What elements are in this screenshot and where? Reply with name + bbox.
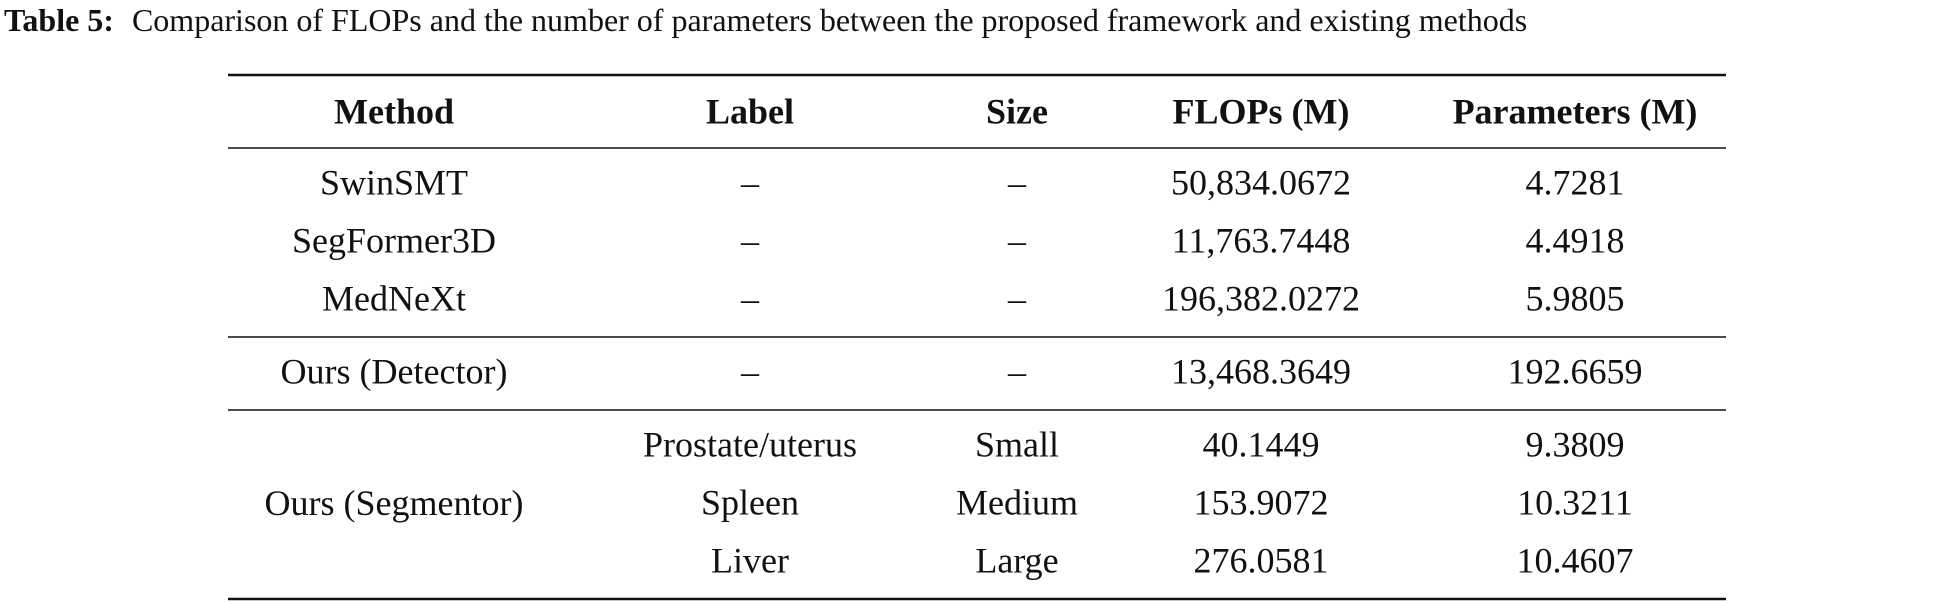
table-cell: 10.4607 (1517, 540, 1634, 580)
table-cell: 9.3809 (1526, 424, 1625, 464)
table-cell: MedNeXt (322, 278, 466, 318)
table-cell: Prostate/uterus (643, 424, 857, 464)
table-cell: 5.9805 (1526, 278, 1625, 318)
table-cell: 40.1449 (1203, 424, 1320, 464)
caption: Table 5: Comparison of FLOPs and the num… (4, 2, 1527, 38)
table-cell: – (740, 278, 760, 318)
table-cell: 153.9072 (1194, 482, 1329, 522)
table-cell: Liver (711, 540, 789, 580)
table-cell: 196,382.0272 (1162, 278, 1360, 318)
table-cell: 10.3211 (1517, 482, 1633, 522)
header-cell: Size (986, 91, 1048, 131)
table-cell: 192.6659 (1508, 351, 1643, 391)
header-cell: Label (706, 91, 794, 131)
header-cell: Method (334, 91, 454, 131)
table-cell: 4.7281 (1526, 162, 1625, 202)
caption-label: Table 5: (4, 2, 114, 38)
table-cell: 4.4918 (1526, 220, 1625, 260)
table-cell: – (1007, 220, 1027, 260)
table-cell: 50,834.0672 (1171, 162, 1351, 202)
table-cell: Spleen (701, 482, 799, 522)
table-cell: – (740, 220, 760, 260)
table-cell: Large (975, 540, 1058, 580)
table-cell: SwinSMT (320, 162, 468, 202)
table-cell: 11,763.7448 (1172, 220, 1351, 260)
table-cell: – (740, 351, 760, 391)
caption-text: Comparison of FLOPs and the number of pa… (132, 2, 1527, 38)
table-cell: Ours (Segmentor) (265, 483, 524, 523)
table-cell: SegFormer3D (292, 220, 496, 260)
table-cell: Small (975, 424, 1059, 464)
table-cell: – (740, 162, 760, 202)
table-cell: 276.0581 (1194, 540, 1329, 580)
table-cell: – (1007, 278, 1027, 318)
table-cell: Ours (Detector) (281, 351, 508, 391)
header-cell: Parameters (M) (1453, 91, 1698, 131)
table-cell: 13,468.3649 (1171, 351, 1351, 391)
table-cell: – (1007, 351, 1027, 391)
header-cell: FLOPs (M) (1173, 91, 1350, 131)
table-cell: – (1007, 162, 1027, 202)
table-cell: Medium (956, 482, 1078, 522)
